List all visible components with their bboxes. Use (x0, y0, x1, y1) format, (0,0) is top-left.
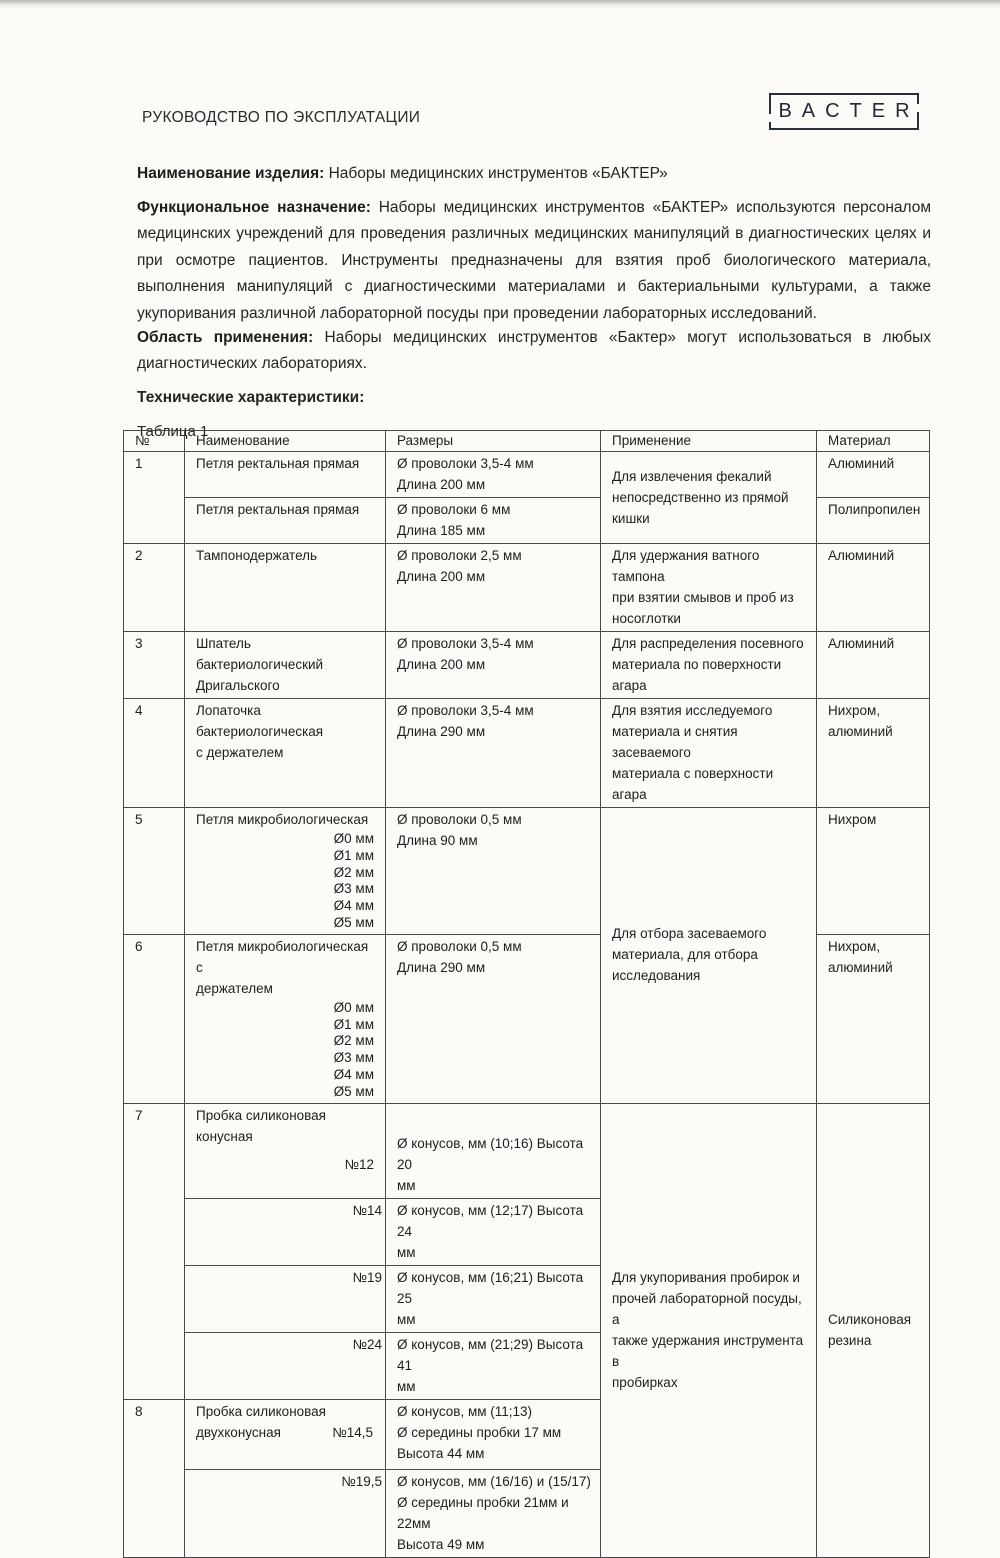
cell-size: Ø конусов, мм (21;29) Высота 41 мм (385, 1331, 601, 1400)
cell-application: Для отбора засеваемого материала, для от… (600, 807, 817, 1104)
cell-name: Петля ректальная прямая (184, 497, 386, 544)
cell-name: Пробка силиконовая конусная №12 (184, 1102, 386, 1199)
variant-number: №12 (344, 1156, 375, 1172)
cell-size: Ø проволоки 6 мм Длина 185 мм (385, 497, 601, 544)
cell-name: Шпатель бактериологический Дригальского (184, 631, 386, 699)
cell-name: Пробка силиконовая двухконусная №14,5 (184, 1398, 386, 1470)
instrument-name: Пробка силиконовая двухконусная (196, 1403, 326, 1440)
cell-material: Алюминий (816, 631, 930, 699)
cell-size: Ø проволоки 3,5-4 мм Длина 290 мм (385, 698, 601, 808)
cell-num: 6 (123, 933, 185, 1104)
col-header-num: № (123, 430, 185, 452)
cell-material: Нихром (816, 807, 930, 935)
col-header-application: Применение (600, 430, 817, 452)
cell-size: Ø конусов, мм (11;13) Ø середины пробки … (385, 1398, 601, 1470)
cell-material: Нихром, алюминий (816, 933, 930, 1104)
product-name-line: Наименование изделия: Наборы медицинских… (137, 161, 931, 188)
spec-table: № Наименование Размеры Применение Матери… (123, 430, 930, 1558)
page-title: РУКОВОДСТВО ПО ЭКСПЛУАТАЦИИ (142, 109, 421, 126)
instrument-name: Петля микробиологическая (196, 812, 369, 827)
cell-num: 4 (123, 698, 185, 808)
col-header-name: Наименование (184, 430, 386, 452)
cell-size: Ø проволоки 3,5-4 мм Длина 200 мм (385, 631, 601, 699)
variant-number: №14 (184, 1197, 386, 1266)
cell-material: Алюминий (816, 543, 930, 632)
table-row: 6 Петля микробиологическая с держателем … (123, 933, 930, 1104)
diameter-variants: Ø0 мм Ø1 мм Ø2 мм Ø3 мм Ø4 мм Ø5 мм (333, 831, 374, 930)
variant-number: №24 (184, 1331, 386, 1400)
product-name-label: Наименование изделия: (137, 164, 325, 182)
cell-material: Нихром, алюминий (816, 698, 930, 808)
cell-num: 3 (123, 631, 185, 699)
col-header-size: Размеры (385, 430, 601, 452)
application-area-text: Наборы медицинских инструментов «Бактер»… (137, 328, 931, 373)
cell-size: Ø конусов, мм (16/16) и (15/17) Ø середи… (385, 1468, 601, 1558)
cell-material: Алюминий (816, 451, 930, 498)
cell-application: Для удержания ватного тампона при взятии… (600, 543, 817, 632)
cell-application: Для взятия исследуемого материала и снят… (600, 698, 817, 808)
table-row: №19 Ø конусов, мм (16;21) Высота 25 мм (124, 1264, 930, 1333)
cell-application: Для распределения посевного материала по… (600, 631, 817, 699)
functional-purpose-paragraph: Функциональное назначение: Наборы медици… (137, 195, 931, 328)
cell-num: 2 (123, 543, 185, 632)
bacter-logo-text: BACTER (778, 100, 920, 122)
table-header-row: № Наименование Размеры Применение Матери… (123, 430, 930, 452)
table-row: 5 Петля микробиологическая Ø0 мм Ø1 мм Ø… (123, 807, 930, 1104)
instrument-name: Петля микробиологическая с держателем (196, 938, 369, 996)
col-header-material: Материал (816, 430, 930, 452)
functional-purpose-label: Функциональное назначение: (137, 198, 371, 216)
application-area-label: Область применения: (137, 328, 314, 346)
table-row: 7 Пробка силиконовая конусная №12 Ø кону… (123, 1102, 930, 1558)
variant-number: №19,5 (184, 1468, 386, 1558)
cell-num: 1 (123, 451, 185, 544)
cell-name: Петля ректальная прямая (184, 451, 386, 498)
functional-purpose-text: Наборы медицинских инструментов «БАКТЕР»… (137, 198, 932, 322)
variant-number: №14,5 (332, 1424, 373, 1440)
table-row: 3 Шпатель бактериологический Дригальског… (123, 631, 930, 699)
application-area-paragraph: Область применения: Наборы медицинских и… (137, 325, 931, 378)
diameter-variants: Ø0 мм Ø1 мм Ø2 мм Ø3 мм Ø4 мм Ø5 мм (333, 999, 374, 1099)
bacter-logo: BACTER (767, 93, 921, 130)
tech-specs-heading: Технические характеристики: (137, 388, 365, 406)
cell-size: Ø проволоки 0,5 мм Длина 290 мм (385, 933, 601, 1104)
table-row: 4 Лопаточка бактериологическая с держате… (123, 698, 930, 808)
spec-table-wrapper: № Наименование Размеры Применение Матери… (123, 430, 930, 1558)
cell-size: Ø проволоки 2,5 мм Длина 200 мм (385, 543, 601, 632)
instrument-name: Пробка силиконовая конусная (196, 1107, 326, 1144)
cell-size: Ø конусов, мм (12;17) Высота 24 мм (385, 1197, 601, 1266)
cell-material: Силиконовая резина (816, 1102, 930, 1558)
cell-size: Ø проволоки 3,5-4 мм Длина 200 мм (385, 451, 601, 498)
cell-application: Для извлечения фекалий непосредственно и… (600, 451, 817, 544)
scan-artifact-band (0, 0, 1000, 9)
table-row: №14 Ø конусов, мм (12;17) Высота 24 мм (124, 1197, 930, 1266)
cell-size: Ø конусов, мм (10;16) Высота 20 мм (385, 1102, 601, 1199)
cell-name: Петля микробиологическая Ø0 мм Ø1 мм Ø2 … (184, 807, 386, 935)
cell-num: 8 (123, 1398, 185, 1558)
table-row: №24 Ø конусов, мм (21;29) Высота 41 мм (124, 1331, 930, 1400)
table-row: Петля ректальная прямая Ø проволоки 6 мм… (124, 497, 930, 544)
table-row: 1 Петля ректальная прямая Ø проволоки 3,… (123, 451, 930, 544)
cell-application: Для укупоривания пробирок и прочей лабор… (600, 1102, 817, 1558)
cell-num: 7 (123, 1102, 185, 1400)
cell-name: Лопаточка бактериологическая с держателе… (184, 698, 386, 808)
cell-num: 5 (123, 807, 185, 935)
product-name-value: Наборы медицинских инструментов «БАКТЕР» (328, 164, 668, 182)
cell-size: Ø конусов, мм (16;21) Высота 25 мм (385, 1264, 601, 1333)
cell-name: Тампонодержатель (184, 543, 386, 632)
table-row: 2 Тампонодержатель Ø проволоки 2,5 мм Дл… (123, 543, 930, 632)
cell-size: Ø проволоки 0,5 мм Длина 90 мм (385, 807, 601, 935)
variant-number: №19 (184, 1264, 386, 1333)
cell-material: Полипропилен (816, 497, 930, 544)
cell-name: Петля микробиологическая с держателем Ø0… (184, 933, 386, 1104)
